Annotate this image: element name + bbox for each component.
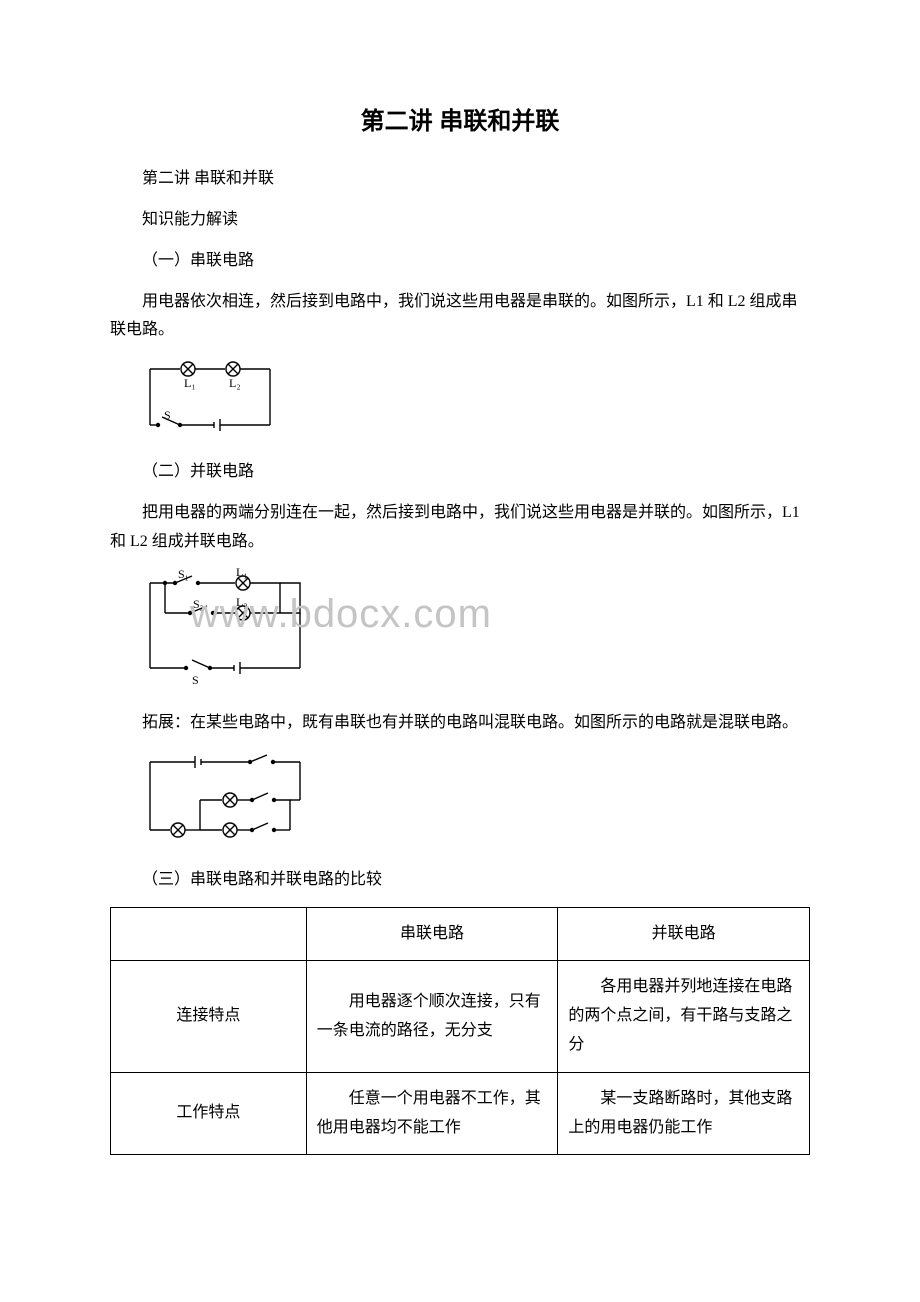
label-S: S	[164, 408, 171, 422]
label-S2: S₂	[193, 597, 204, 611]
comparison-table: 串联电路 并联电路 连接特点 用电器逐个顺次连接，只有一条电流的路径，无分支 各…	[110, 907, 810, 1156]
series-circuit-diagram: L₁ L₂ S	[140, 357, 810, 448]
section-1-heading: （一）串联电路	[110, 247, 810, 276]
header-parallel: 并联电路	[558, 907, 810, 961]
mixed-circuit-diagram	[140, 750, 810, 856]
header-series: 串联电路	[306, 907, 558, 961]
label-L1-p: L₁	[236, 568, 248, 579]
label-S-p: S	[192, 673, 199, 687]
section-2-body: 把用电器的两端分别连在一起，然后接到电路中，我们说这些用电器是并联的。如图所示，…	[110, 499, 810, 557]
cell-working-series: 任意一个用电器不工作，其他用电器均不能工作	[306, 1072, 558, 1155]
knowledge-heading: 知识能力解读	[110, 206, 810, 235]
row-head-connection: 连接特点	[111, 961, 307, 1072]
label-S1: S₁	[178, 568, 189, 581]
header-empty	[111, 907, 307, 961]
section-2-heading: （二）并联电路	[110, 458, 810, 487]
subtitle-line: 第二讲 串联和并联	[110, 165, 810, 194]
section-1-body: 用电器依次相连，然后接到电路中，我们说这些用电器是串联的。如图所示，L1 和 L…	[110, 288, 810, 346]
table-header-row: 串联电路 并联电路	[111, 907, 810, 961]
section-3-heading: （三）串联电路和并联电路的比较	[110, 866, 810, 895]
label-L2-p: L₂	[236, 595, 248, 609]
label-L2: L₂	[229, 376, 241, 390]
section-2-ext: 拓展：在某些电路中，既有串联也有并联的电路叫混联电路。如图所示的电路就是混联电路…	[110, 709, 810, 738]
parallel-circuit-diagram: S₁ L₁ S₂ L₂ S	[140, 568, 810, 699]
table-row: 工作特点 任意一个用电器不工作，其他用电器均不能工作 某一支路断路时，其他支路上…	[111, 1072, 810, 1155]
cell-working-parallel: 某一支路断路时，其他支路上的用电器仍能工作	[558, 1072, 810, 1155]
cell-connection-parallel: 各用电器并列地连接在电路的两个点之间，有干路与支路之分	[558, 961, 810, 1072]
label-L1: L₁	[184, 376, 196, 390]
table-row: 连接特点 用电器逐个顺次连接，只有一条电流的路径，无分支 各用电器并列地连接在电…	[111, 961, 810, 1072]
row-head-working: 工作特点	[111, 1072, 307, 1155]
page-title: 第二讲 串联和并联	[110, 100, 810, 143]
cell-connection-series: 用电器逐个顺次连接，只有一条电流的路径，无分支	[306, 961, 558, 1072]
